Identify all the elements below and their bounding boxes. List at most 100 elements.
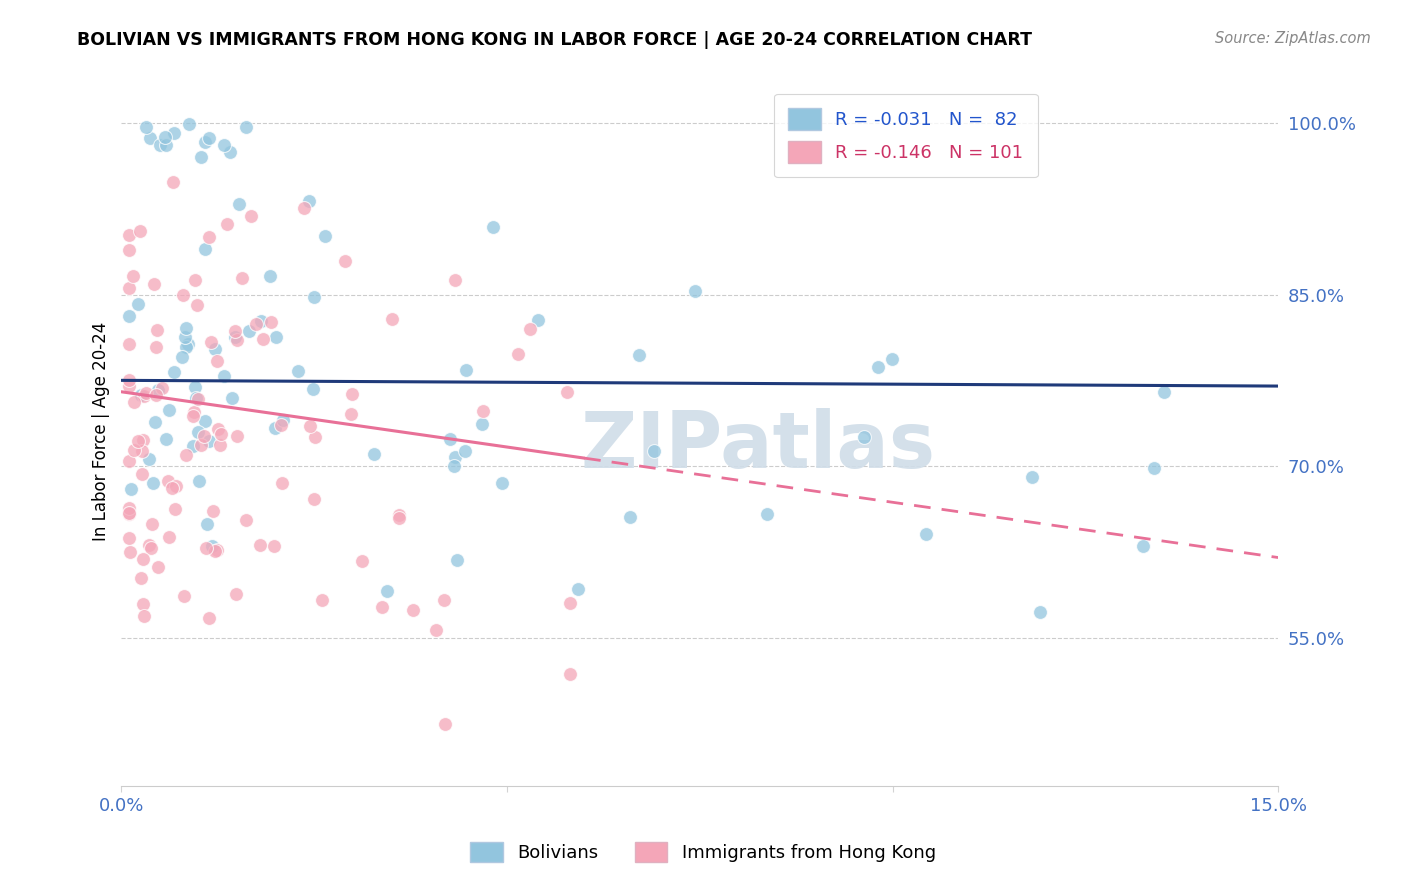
Point bbox=[149, 138, 172, 153]
Point bbox=[231, 271, 253, 285]
Point bbox=[471, 404, 494, 418]
Point bbox=[221, 391, 243, 405]
Point bbox=[198, 130, 221, 145]
Point bbox=[163, 502, 186, 516]
Point bbox=[335, 253, 357, 268]
Point bbox=[190, 438, 212, 452]
Point bbox=[187, 475, 209, 489]
Point bbox=[264, 420, 287, 434]
Point bbox=[217, 218, 239, 232]
Point bbox=[433, 716, 456, 731]
Point bbox=[129, 571, 152, 585]
Point bbox=[491, 475, 513, 490]
Point bbox=[138, 538, 160, 552]
Point bbox=[260, 315, 283, 329]
Point bbox=[444, 273, 467, 287]
Point bbox=[157, 530, 180, 544]
Point bbox=[145, 388, 167, 402]
Y-axis label: In Labor Force | Age 20-24: In Labor Force | Age 20-24 bbox=[93, 322, 110, 541]
Legend: Bolivians, Immigrants from Hong Kong: Bolivians, Immigrants from Hong Kong bbox=[463, 834, 943, 870]
Point bbox=[138, 452, 160, 467]
Point bbox=[183, 439, 205, 453]
Point bbox=[132, 433, 155, 447]
Point bbox=[120, 545, 142, 559]
Point bbox=[135, 385, 157, 400]
Point bbox=[174, 340, 197, 354]
Point bbox=[560, 667, 582, 681]
Point bbox=[155, 432, 177, 446]
Point bbox=[194, 135, 217, 149]
Point bbox=[342, 387, 364, 401]
Point bbox=[298, 418, 321, 433]
Point bbox=[120, 482, 142, 496]
Point bbox=[292, 201, 315, 215]
Point bbox=[194, 414, 217, 428]
Point bbox=[202, 504, 225, 518]
Point bbox=[209, 426, 232, 441]
Point bbox=[141, 516, 163, 531]
Point bbox=[683, 284, 706, 298]
Point bbox=[186, 298, 208, 312]
Point bbox=[270, 475, 292, 490]
Point bbox=[174, 321, 197, 335]
Point bbox=[176, 448, 198, 462]
Point bbox=[131, 467, 153, 482]
Point bbox=[181, 409, 204, 423]
Point bbox=[209, 437, 232, 451]
Point bbox=[118, 373, 141, 387]
Point bbox=[187, 392, 209, 407]
Point bbox=[145, 340, 167, 354]
Point bbox=[266, 329, 288, 343]
Point bbox=[183, 405, 205, 419]
Point bbox=[866, 360, 889, 375]
Point bbox=[184, 272, 207, 286]
Point bbox=[157, 474, 180, 488]
Point bbox=[177, 117, 200, 131]
Point bbox=[127, 297, 149, 311]
Point bbox=[555, 384, 578, 399]
Point bbox=[302, 491, 325, 506]
Point bbox=[122, 395, 145, 409]
Point bbox=[375, 583, 398, 598]
Legend: R = -0.031   N =  82, R = -0.146   N = 101: R = -0.031 N = 82, R = -0.146 N = 101 bbox=[773, 94, 1038, 178]
Point bbox=[252, 332, 274, 346]
Point bbox=[508, 347, 530, 361]
Point bbox=[238, 324, 260, 338]
Point bbox=[193, 429, 215, 443]
Point bbox=[200, 540, 222, 554]
Point bbox=[224, 330, 246, 344]
Point bbox=[118, 227, 141, 242]
Point bbox=[340, 407, 363, 421]
Point bbox=[446, 552, 468, 566]
Point bbox=[184, 380, 207, 394]
Point bbox=[388, 508, 411, 522]
Point bbox=[207, 543, 229, 558]
Point bbox=[526, 313, 548, 327]
Point bbox=[177, 337, 200, 351]
Point bbox=[311, 592, 333, 607]
Point bbox=[628, 347, 651, 361]
Point bbox=[370, 600, 392, 615]
Point bbox=[558, 596, 581, 610]
Point bbox=[1028, 605, 1050, 619]
Point bbox=[198, 230, 221, 244]
Point bbox=[162, 126, 184, 140]
Point bbox=[132, 552, 155, 566]
Point bbox=[172, 287, 194, 301]
Point bbox=[425, 623, 447, 637]
Point bbox=[1021, 470, 1043, 484]
Point bbox=[163, 365, 186, 379]
Point bbox=[204, 342, 226, 356]
Point bbox=[195, 516, 218, 531]
Point bbox=[401, 603, 423, 617]
Point bbox=[643, 444, 665, 458]
Point bbox=[155, 138, 177, 153]
Point bbox=[132, 609, 155, 624]
Point bbox=[259, 268, 281, 283]
Point bbox=[226, 333, 249, 347]
Point bbox=[471, 417, 494, 431]
Point bbox=[146, 384, 169, 398]
Point bbox=[135, 120, 157, 134]
Point bbox=[118, 501, 141, 516]
Point bbox=[190, 150, 212, 164]
